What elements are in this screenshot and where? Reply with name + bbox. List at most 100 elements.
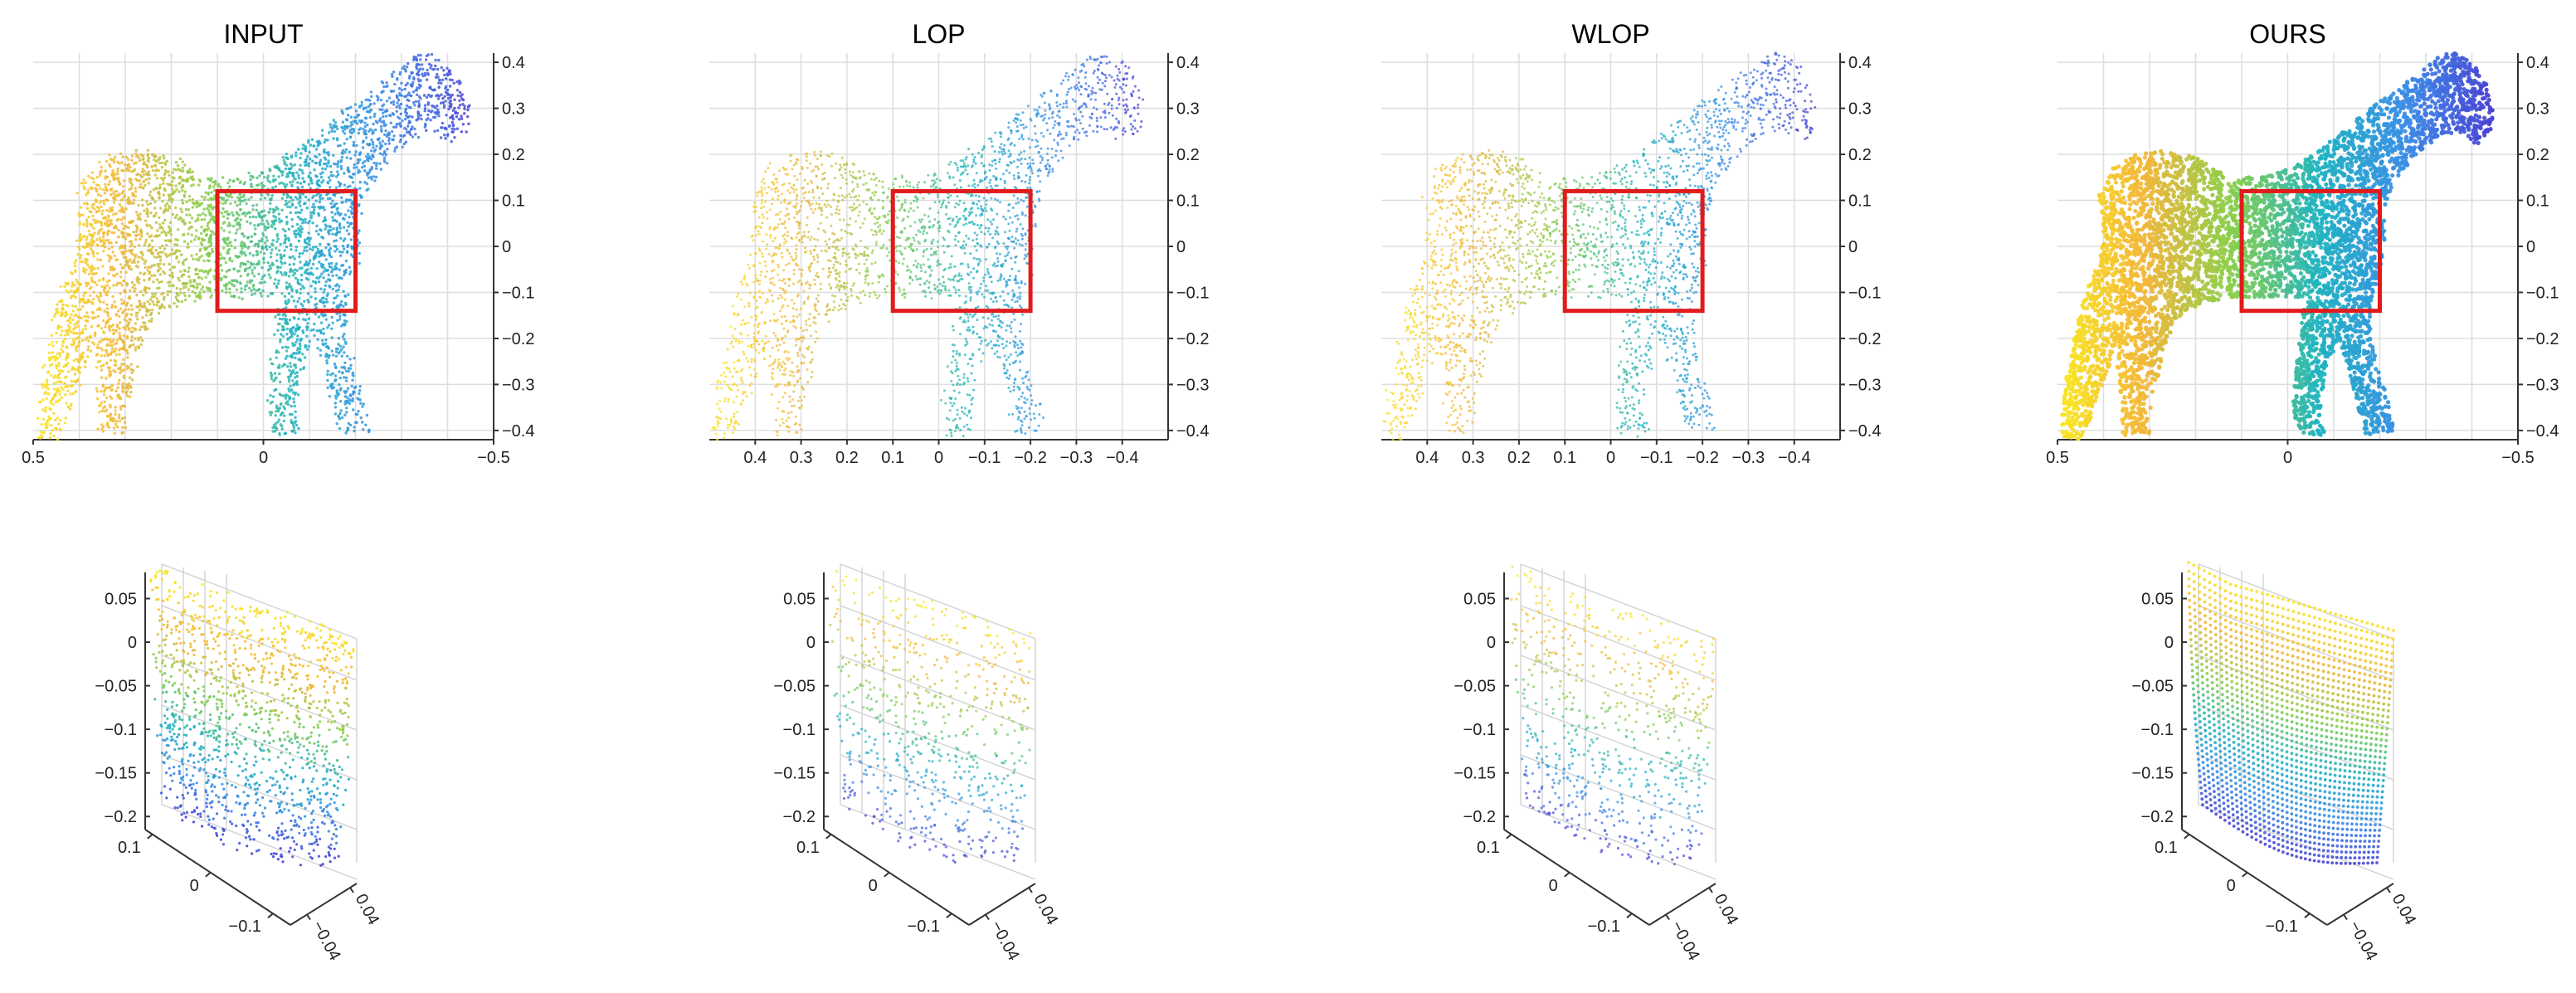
point xyxy=(287,403,290,406)
point xyxy=(347,166,349,168)
point xyxy=(249,222,251,225)
point xyxy=(441,97,444,100)
point xyxy=(299,359,302,362)
point xyxy=(360,121,363,124)
point xyxy=(330,270,333,273)
point xyxy=(324,168,327,170)
point xyxy=(157,251,159,254)
point xyxy=(301,252,304,255)
point xyxy=(129,368,132,371)
point xyxy=(372,131,374,134)
point xyxy=(300,169,303,172)
point xyxy=(192,206,194,208)
point xyxy=(270,248,273,251)
point xyxy=(297,202,299,204)
point xyxy=(147,149,149,152)
point xyxy=(343,247,345,250)
point xyxy=(107,272,110,275)
point xyxy=(288,380,290,382)
point xyxy=(137,204,139,207)
point xyxy=(807,236,810,239)
point xyxy=(803,356,806,358)
point xyxy=(420,118,422,120)
point xyxy=(927,174,929,177)
point xyxy=(173,168,175,170)
point xyxy=(163,157,165,159)
point xyxy=(144,262,146,265)
point xyxy=(145,239,148,241)
point xyxy=(139,290,142,293)
point xyxy=(904,202,907,204)
point xyxy=(764,275,767,278)
point xyxy=(398,107,401,110)
point xyxy=(295,277,297,280)
point xyxy=(87,216,90,218)
point xyxy=(85,336,88,338)
point xyxy=(340,165,343,168)
point xyxy=(310,285,313,287)
point xyxy=(103,401,105,403)
point xyxy=(201,238,203,241)
point xyxy=(1005,345,1007,348)
point xyxy=(102,364,105,367)
point xyxy=(131,378,134,381)
point xyxy=(126,164,129,167)
point xyxy=(191,178,193,181)
point xyxy=(967,148,970,150)
point xyxy=(359,151,362,153)
point xyxy=(357,168,359,171)
point xyxy=(958,272,961,275)
x-tick-label: 0 xyxy=(259,449,268,467)
point xyxy=(187,232,189,235)
point xyxy=(345,148,348,151)
point xyxy=(416,63,418,66)
point xyxy=(135,211,138,213)
point xyxy=(380,168,382,170)
point xyxy=(418,63,421,66)
point xyxy=(377,99,379,101)
point xyxy=(331,275,334,277)
point xyxy=(192,198,194,201)
point xyxy=(109,221,111,224)
point xyxy=(1115,83,1118,85)
point xyxy=(965,243,967,246)
point xyxy=(188,221,191,224)
point xyxy=(123,348,125,351)
point xyxy=(757,343,760,346)
point xyxy=(263,209,265,212)
point xyxy=(1057,144,1059,146)
point xyxy=(967,164,969,167)
point xyxy=(182,202,184,204)
point xyxy=(1103,103,1106,105)
point xyxy=(93,255,95,257)
y-tick-label: −0.3 xyxy=(1176,376,1209,394)
point xyxy=(288,256,290,258)
point xyxy=(122,190,124,192)
point xyxy=(111,169,114,172)
point xyxy=(162,154,164,157)
point xyxy=(786,231,789,233)
point xyxy=(270,224,272,226)
point xyxy=(792,315,795,318)
point xyxy=(277,282,280,285)
point xyxy=(320,181,323,183)
point xyxy=(47,416,50,418)
point xyxy=(102,301,105,304)
point xyxy=(221,212,223,214)
point xyxy=(984,232,986,235)
point xyxy=(155,212,158,215)
point xyxy=(762,213,764,216)
point xyxy=(297,211,299,213)
point xyxy=(962,435,965,437)
point xyxy=(130,372,133,374)
point xyxy=(107,183,110,186)
point xyxy=(75,349,78,352)
point xyxy=(285,314,287,317)
point xyxy=(382,90,384,92)
point xyxy=(100,166,102,168)
point xyxy=(293,401,295,403)
point xyxy=(869,197,872,199)
point xyxy=(952,355,954,358)
point xyxy=(56,439,59,441)
point xyxy=(245,202,247,205)
